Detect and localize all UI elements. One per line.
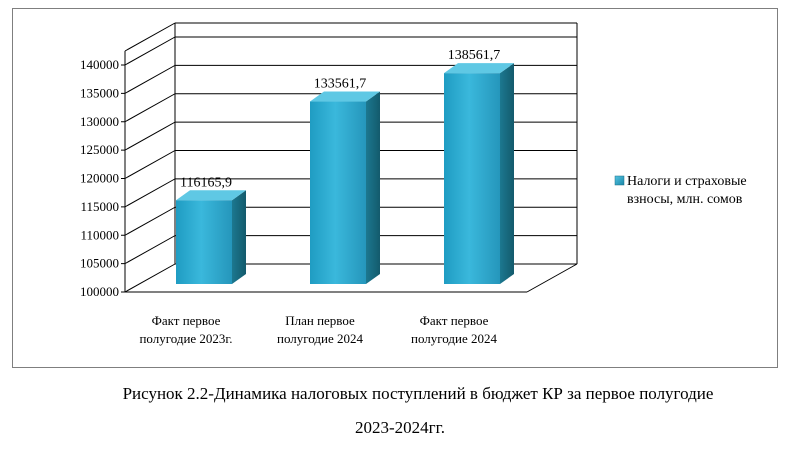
- figure-caption-line-2: 2023-2024гг.: [355, 418, 445, 437]
- data-label: 116165,9: [180, 175, 232, 190]
- grid-diagonal: [124, 178, 176, 208]
- bar-chart: 100000 105000 110000 115000 120000 125000 1300…: [80, 22, 747, 346]
- chart-frame: 100000 105000 110000 115000 120000 125000 1300…: [12, 8, 778, 368]
- y-tick-label: 125000: [80, 142, 119, 157]
- x-category-label: полугодие 2023г.: [139, 331, 232, 346]
- axes: 100000 105000 110000 115000 120000 125000 1300…: [80, 51, 578, 299]
- x-category-label: Факт первое: [420, 313, 489, 328]
- bar-top: [444, 63, 514, 74]
- x-category-label: План первое: [285, 313, 355, 328]
- grid-diagonal: [124, 150, 176, 179]
- grid-diagonal: [124, 36, 176, 66]
- data-labels: 116165,9 133561,7 138561,7: [180, 48, 500, 190]
- bar-side: [232, 190, 246, 284]
- legend: Налоги и страховые взносы, млн. сомов: [614, 174, 747, 207]
- legend-line-1: Налоги и страховые: [627, 174, 747, 189]
- grid-diagonal: [124, 121, 176, 151]
- bar-side: [500, 63, 514, 284]
- category-labels: Факт первое полугодие 2023г. План первое по…: [139, 313, 497, 346]
- grid-diagonal: [124, 206, 176, 236]
- y-tick-label: 115000: [80, 199, 119, 214]
- bar: [176, 200, 232, 284]
- y-tick-label: 140000: [80, 57, 119, 72]
- bar: [444, 73, 500, 284]
- x-category-label: полугодие 2024: [411, 331, 497, 346]
- data-label: 138561,7: [448, 48, 501, 63]
- floor-right-edge: [526, 263, 578, 293]
- bar-top: [310, 91, 380, 102]
- wall-top-diagonal: [124, 22, 176, 52]
- y-tick-label: 120000: [80, 171, 119, 186]
- grid-diagonal: [124, 93, 176, 123]
- y-tick-label: 135000: [80, 85, 119, 100]
- bar-top: [176, 190, 246, 201]
- figure-caption-line-1: Рисунок 2.2-Динамика налоговых поступлен…: [122, 384, 714, 403]
- x-category-label: полугодие 2024: [277, 331, 363, 346]
- grid-diagonal: [124, 263, 176, 293]
- data-label: 133561,7: [314, 77, 367, 92]
- y-tick-label: 105000: [80, 256, 119, 271]
- bars: [176, 63, 514, 284]
- grid-diagonal: [124, 64, 176, 94]
- y-tick-label: 130000: [80, 114, 119, 129]
- bar-side: [366, 91, 380, 284]
- legend-swatch: [614, 175, 625, 186]
- bar: [310, 101, 366, 284]
- legend-line-2: взносы, млн. сомов: [627, 192, 743, 207]
- grid-diagonal: [124, 235, 176, 265]
- y-tick-label: 110000: [80, 227, 119, 242]
- y-tick-label: 100000: [80, 284, 119, 299]
- x-category-label: Факт первое: [152, 313, 221, 328]
